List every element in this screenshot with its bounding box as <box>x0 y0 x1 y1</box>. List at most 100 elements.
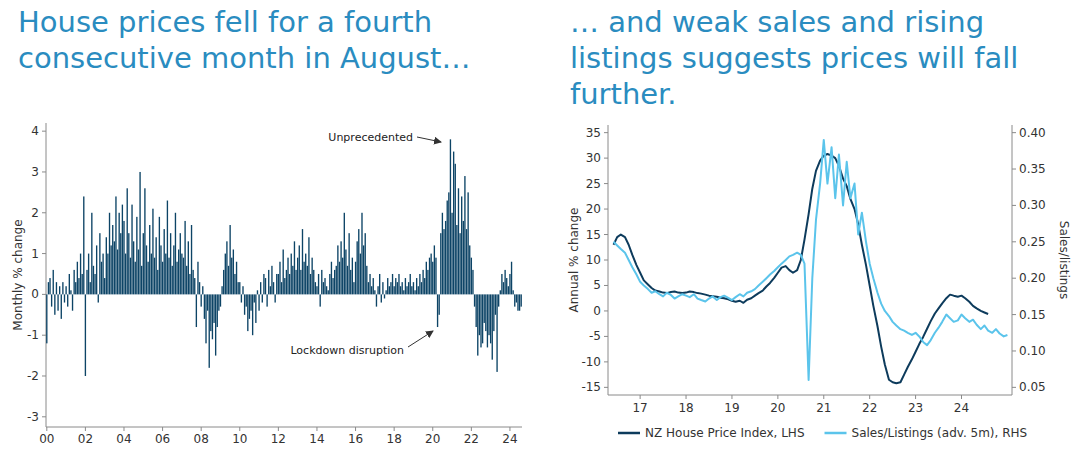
bar <box>101 262 102 295</box>
bar <box>419 274 420 294</box>
bar <box>339 262 340 295</box>
bar <box>508 286 509 294</box>
x-tick <box>162 427 163 431</box>
bar <box>365 233 366 294</box>
bar <box>345 249 346 294</box>
y-tick <box>42 131 46 132</box>
x-tick <box>432 427 433 431</box>
bar <box>247 294 248 331</box>
bar <box>297 258 298 295</box>
y2-tick-label: 0.05 <box>1019 380 1046 394</box>
bar <box>400 286 401 294</box>
y-tick-label: 25 <box>586 177 601 191</box>
x-tick-label: 08 <box>194 432 209 446</box>
bar <box>213 294 214 323</box>
bar <box>164 229 165 294</box>
x-tick-label: 04 <box>116 432 131 446</box>
bar <box>402 282 403 294</box>
bar <box>316 286 317 294</box>
bars <box>46 139 522 376</box>
bar <box>67 294 68 306</box>
bar <box>236 262 237 295</box>
bar <box>347 266 348 295</box>
x-tick <box>394 427 395 431</box>
bar <box>172 266 173 295</box>
bar <box>263 274 264 294</box>
bar <box>307 266 308 295</box>
x-tick <box>355 427 356 431</box>
x-tick <box>123 427 124 431</box>
bar <box>75 282 76 294</box>
y-tick <box>42 253 46 254</box>
y2-tick <box>1012 169 1016 170</box>
bar <box>237 282 238 294</box>
bar <box>249 294 250 318</box>
bar <box>455 164 456 295</box>
bar <box>295 270 296 294</box>
bar <box>266 294 267 306</box>
bar <box>509 274 510 294</box>
bar <box>458 188 459 294</box>
bar <box>342 258 343 295</box>
y-tick <box>42 416 46 417</box>
bar <box>311 258 312 295</box>
bar <box>133 241 134 294</box>
bar <box>225 254 226 295</box>
bar <box>279 262 280 295</box>
bar <box>475 294 476 327</box>
y-tick <box>604 132 608 133</box>
bar <box>135 262 136 295</box>
bar <box>340 241 341 294</box>
bar <box>385 290 386 294</box>
bar <box>118 213 119 295</box>
bar <box>519 294 520 310</box>
bar <box>146 245 147 294</box>
bar <box>178 249 179 294</box>
annotation-arrow <box>408 331 433 347</box>
bar <box>461 196 462 294</box>
bar <box>159 217 160 295</box>
bar <box>281 282 282 294</box>
bar <box>315 282 316 294</box>
bar <box>469 245 470 294</box>
bar <box>223 270 224 294</box>
x-tick <box>85 427 86 431</box>
bar <box>184 221 185 294</box>
legend: NZ House Price Index, LHSSales/Listings … <box>618 426 1027 440</box>
x-tick-label: 10 <box>232 432 247 446</box>
x-tick-label: 02 <box>78 432 93 446</box>
bar <box>96 245 97 294</box>
bar <box>356 241 357 294</box>
y-tick-label: 3 <box>31 165 39 179</box>
bar <box>426 262 427 295</box>
bar <box>477 294 478 355</box>
y-tick-label: -3 <box>27 410 39 424</box>
x-tick <box>777 395 778 399</box>
y-tick <box>604 310 608 311</box>
y-tick <box>604 336 608 337</box>
bar <box>189 274 190 294</box>
y2-tick-label: 0.25 <box>1019 235 1046 249</box>
y2-tick <box>1012 314 1016 315</box>
bar <box>413 282 414 294</box>
bar <box>188 241 189 294</box>
bar <box>154 258 155 295</box>
bar <box>162 262 163 295</box>
bar <box>120 233 121 294</box>
x-tick <box>316 427 317 431</box>
bar <box>139 172 140 294</box>
bar <box>210 294 211 331</box>
bar <box>379 274 380 294</box>
bar <box>289 274 290 294</box>
bar <box>241 294 242 302</box>
bar <box>328 290 329 294</box>
bar <box>91 213 92 295</box>
y-axis-line <box>46 123 47 427</box>
x-tick-label: 24 <box>954 401 969 415</box>
y-tick-label: 15 <box>586 228 601 242</box>
y-tick <box>42 335 46 336</box>
bar <box>321 270 322 294</box>
bar <box>109 213 110 295</box>
bar <box>192 270 193 294</box>
bar <box>94 274 95 294</box>
